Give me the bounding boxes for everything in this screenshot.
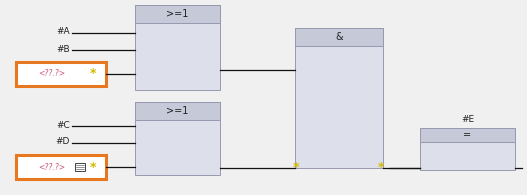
Bar — [295, 28, 383, 46]
Text: #B: #B — [56, 44, 70, 53]
Text: #E: #E — [461, 115, 474, 124]
Bar — [135, 102, 220, 120]
Text: >=1: >=1 — [167, 106, 189, 116]
Text: *: * — [293, 160, 299, 174]
Bar — [16, 155, 106, 179]
Text: *: * — [89, 160, 96, 174]
Text: <??.?>: <??.?> — [38, 69, 65, 79]
Bar — [16, 62, 106, 86]
Text: *: * — [378, 160, 384, 174]
Text: <??.?>: <??.?> — [38, 162, 65, 171]
Text: =: = — [463, 130, 472, 140]
Text: >=1: >=1 — [167, 9, 189, 19]
Bar — [420, 128, 515, 170]
Bar — [135, 5, 220, 90]
Bar — [135, 5, 220, 23]
Bar — [135, 102, 220, 175]
Text: *: * — [89, 67, 96, 81]
Text: &: & — [335, 32, 343, 42]
Bar — [420, 128, 515, 142]
Bar — [74, 163, 84, 171]
Text: #C: #C — [56, 121, 70, 129]
Text: #A: #A — [56, 27, 70, 36]
Text: #D: #D — [56, 137, 70, 146]
Bar — [295, 28, 383, 168]
